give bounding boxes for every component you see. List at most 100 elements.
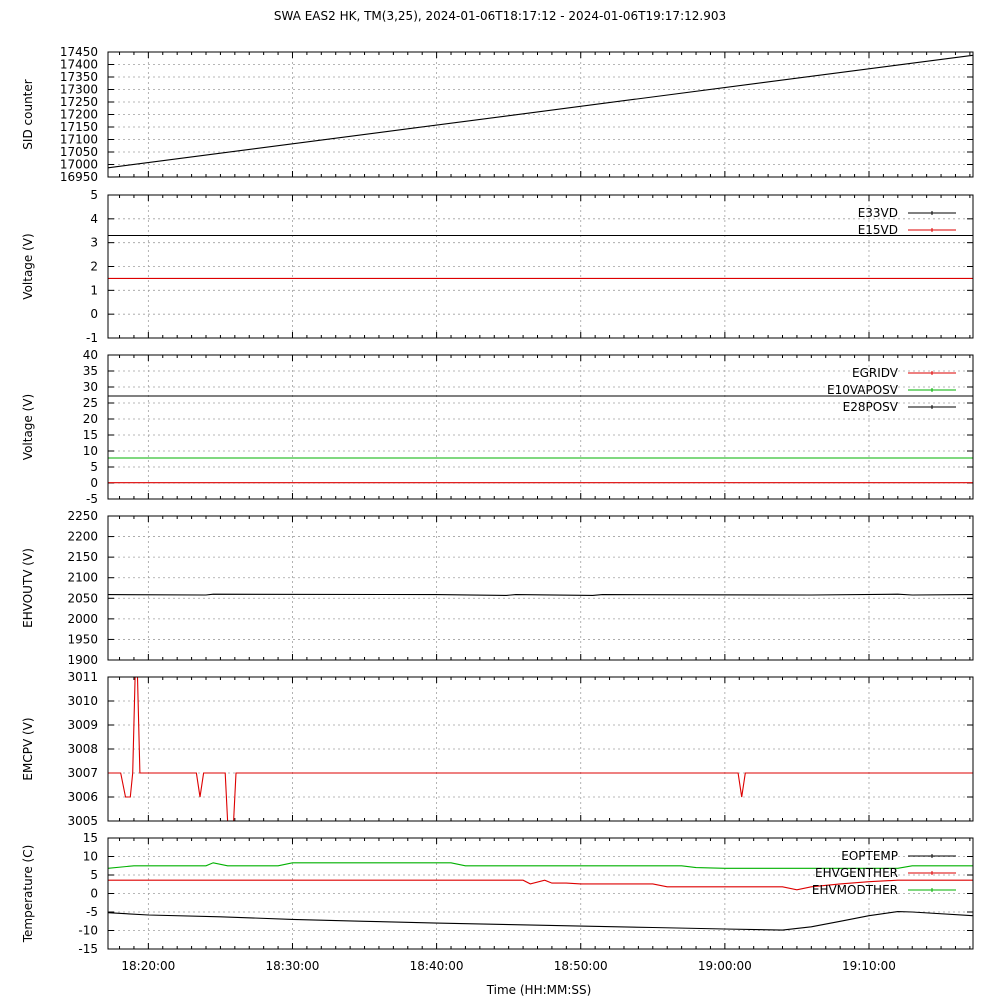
panels-container: 1695017000170501710017150172001725017300… <box>21 45 974 956</box>
gridlines <box>108 195 973 338</box>
y-tick-label: 17000 <box>60 158 98 172</box>
y-tick-label: 3 <box>90 236 98 250</box>
legend-label: E33VD <box>858 206 898 220</box>
series-group <box>108 593 973 596</box>
plot-frame <box>107 515 974 661</box>
series-group <box>108 677 973 821</box>
tick-marks <box>108 515 973 661</box>
y-tick-label: 17300 <box>60 83 98 97</box>
x-tick-label: 18:50:00 <box>554 959 608 973</box>
y-tick-label: 2100 <box>67 571 98 585</box>
y-tick-label: 2250 <box>67 509 98 523</box>
series-line-ehvmodther <box>108 862 973 869</box>
y-tick-label: 2000 <box>67 612 98 626</box>
y-tick-label: 5 <box>90 188 98 202</box>
gridlines <box>108 52 973 177</box>
legend-label: EHVGENTHER <box>815 866 898 880</box>
y-tick-label: 0 <box>90 887 98 901</box>
y-tick-label: 5 <box>90 868 98 882</box>
y-tick-label: 3008 <box>67 742 98 756</box>
gridlines <box>108 838 973 949</box>
panel-6: -15 -10 -5 0 5 10 15 Temperature (C) EOPTEMP EHVG… <box>21 831 974 956</box>
series-line-4 <box>108 593 973 596</box>
y-tick-label: 17200 <box>60 108 98 122</box>
gridlines <box>108 677 973 821</box>
legend-label: E15VD <box>858 223 898 237</box>
y-tick-label: 10 <box>83 850 98 864</box>
y-tick-label: 20 <box>83 412 98 426</box>
series-line-ehvgenther <box>108 879 973 891</box>
y-tick-label: 0 <box>90 307 98 321</box>
y-tick-label: 17350 <box>60 70 98 84</box>
x-tick-label: 18:40:00 <box>410 959 464 973</box>
legend-label: EOPTEMP <box>841 849 898 863</box>
y-tick-label: -1 <box>86 331 98 345</box>
panel-1: 1695017000170501710017150172001725017300… <box>21 45 974 184</box>
legend: E33VD E15VD <box>858 206 956 237</box>
series-group <box>108 54 973 169</box>
y-tick-label: -15 <box>78 942 98 956</box>
y-tick-label: 0 <box>90 476 98 490</box>
y-tick-label: -5 <box>86 492 98 506</box>
x-tick-label: 19:10:00 <box>842 959 896 973</box>
panel-2: -1 0 1 2 3 4 5 Voltage (V) E33VD E15VD <box>21 188 974 345</box>
panel-3: -5 0 5 10 15 20 25 30 35 40 Voltage (V) EGRIDV E10VA… <box>21 348 974 506</box>
plot-frame <box>107 51 974 178</box>
legend-label: E10VAPOSV <box>827 383 899 397</box>
y-tick-label: 3009 <box>67 718 98 732</box>
y-tick-label: 17100 <box>60 133 98 147</box>
series-line-eoptemp <box>108 911 973 931</box>
y-tick-label: 1950 <box>67 632 98 646</box>
legend-label: E28POSV <box>843 400 899 414</box>
x-tick-labels: 18:20:00 18:30:00 18:40:00 18:50:00 19:00:00… <box>121 959 896 973</box>
tick-marks <box>108 354 973 500</box>
y-tick-label: 17250 <box>60 95 98 109</box>
y-tick-label: 3005 <box>67 814 98 828</box>
y-axis-label: EHVOUTV (V) <box>21 548 35 628</box>
y-tick-label: 30 <box>83 380 98 394</box>
legend-label: EHVMODTHER <box>812 883 898 897</box>
plot-frame <box>107 354 974 500</box>
plot-frame <box>107 194 974 339</box>
y-axis-label: Voltage (V) <box>21 233 35 299</box>
plot-frame <box>107 837 974 950</box>
x-axis-label: Time (HH:MM:SS) <box>486 983 592 997</box>
series-group <box>108 395 973 484</box>
y-tick-label: 1900 <box>67 653 98 667</box>
series-line-1 <box>108 54 973 169</box>
y-tick-label: 15 <box>83 831 98 845</box>
legend: EOPTEMP EHVGENTHER EHVMODTHER <box>812 849 956 897</box>
y-tick-label: 2050 <box>67 591 98 605</box>
y-tick-label: 1 <box>90 283 98 297</box>
y-tick-label: 2150 <box>67 550 98 564</box>
x-tick-label: 18:30:00 <box>266 959 320 973</box>
plot-frame <box>107 676 974 822</box>
y-axis-label: Voltage (V) <box>21 394 35 460</box>
legend-label: EGRIDV <box>852 366 899 380</box>
figure-title: SWA EAS2 HK, TM(3,25), 2024-01-06T18:17:… <box>274 9 726 23</box>
x-tick-label: 18:20:00 <box>121 959 175 973</box>
y-tick-label: 15 <box>83 428 98 442</box>
y-tick-label: 16950 <box>60 170 98 184</box>
y-tick-label: -10 <box>78 924 98 938</box>
series-group <box>108 234 973 279</box>
gridlines <box>108 355 973 499</box>
panel-5: 3005 3006 3007 3008 3009 3010 3011 EMCPV (V) <box>21 670 974 828</box>
y-tick-label: 17400 <box>60 58 98 72</box>
series-group <box>108 862 973 931</box>
y-axis-label: Temperature (C) <box>21 845 35 944</box>
legend: EGRIDV E10VAPOSV E28POSV <box>827 366 956 414</box>
y-tick-label: 4 <box>90 212 98 226</box>
y-tick-label: -5 <box>86 905 98 919</box>
y-tick-label: 2200 <box>67 530 98 544</box>
y-tick-label: 3011 <box>67 670 98 684</box>
y-tick-label: 25 <box>83 396 98 410</box>
y-tick-label: 2 <box>90 260 98 274</box>
x-tick-label: 19:00:00 <box>698 959 752 973</box>
y-tick-label: 3006 <box>67 790 98 804</box>
y-tick-label: 10 <box>83 444 98 458</box>
y-tick-label: 3007 <box>67 766 98 780</box>
y-tick-label: 3010 <box>67 694 98 708</box>
y-axis-label: EMCPV (V) <box>21 717 35 780</box>
